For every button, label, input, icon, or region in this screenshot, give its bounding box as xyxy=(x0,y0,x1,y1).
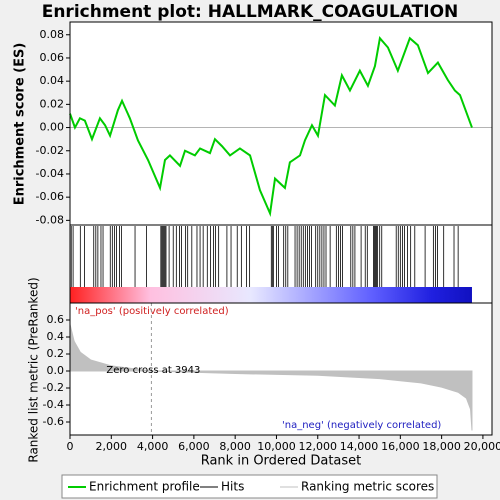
x-tick-label: 10,000 xyxy=(257,440,296,453)
legend-label: Hits xyxy=(221,480,244,494)
x-axis-label: Rank in Ordered Dataset xyxy=(201,454,362,469)
y-tick-label: 0.4 xyxy=(47,330,65,343)
x-tick-label: 16,000 xyxy=(381,440,420,453)
frame xyxy=(69,302,493,436)
y-tick-label: -0.04 xyxy=(36,167,64,180)
y-tick-label: 0.06 xyxy=(40,51,65,64)
x-tick-label: 8,000 xyxy=(219,440,251,453)
y-tick-label: -0.02 xyxy=(36,144,64,157)
y-tick-label: 0.02 xyxy=(40,97,65,110)
y-tick-label: 0.0 xyxy=(47,364,65,377)
y-tick-label: -0.2 xyxy=(43,381,64,394)
y-tick-label: 0.08 xyxy=(40,28,65,41)
y-tick-label: 0.2 xyxy=(47,347,65,360)
plot-area xyxy=(70,22,492,435)
legend xyxy=(61,474,438,499)
x-tick-label: 4,000 xyxy=(137,440,169,453)
x-tick-label: 6,000 xyxy=(178,440,210,453)
y-axis-label: Enrichment score (ES) xyxy=(13,43,28,206)
y-tick-label: -0.6 xyxy=(43,415,64,428)
x-tick-label: 2,000 xyxy=(96,440,128,453)
metric-area xyxy=(69,324,473,431)
x-tick-label: 18,000 xyxy=(422,440,461,453)
chart-title: Enrichment plot: HALLMARK_COAGULATION xyxy=(42,2,459,22)
neg-label: 'na_neg' (negatively correlated) xyxy=(282,420,441,431)
annotation: Zero cross at 3943 xyxy=(106,365,200,376)
es-line xyxy=(69,36,473,218)
x-tick-label: 14,000 xyxy=(340,440,379,453)
y-tick-label: 0.6 xyxy=(47,313,65,326)
x-tick-label: 20,000 xyxy=(464,440,500,453)
x-tick-label: 12,000 xyxy=(298,440,337,453)
legend-label: Ranking metric scores xyxy=(301,480,434,494)
y-tick-label: 0.00 xyxy=(40,121,65,134)
y-tick-label: -0.06 xyxy=(36,190,64,203)
y-tick-label: -0.08 xyxy=(36,213,64,226)
legend-label: Enrichment profile xyxy=(89,480,200,494)
color-bar xyxy=(70,287,472,303)
x-tick-label: 0 xyxy=(67,440,74,453)
y-tick-label: -0.4 xyxy=(43,398,64,411)
y-tick-label: 0.04 xyxy=(40,74,65,87)
y-axis-label: Ranked list metric (PreRanked) xyxy=(27,277,41,462)
